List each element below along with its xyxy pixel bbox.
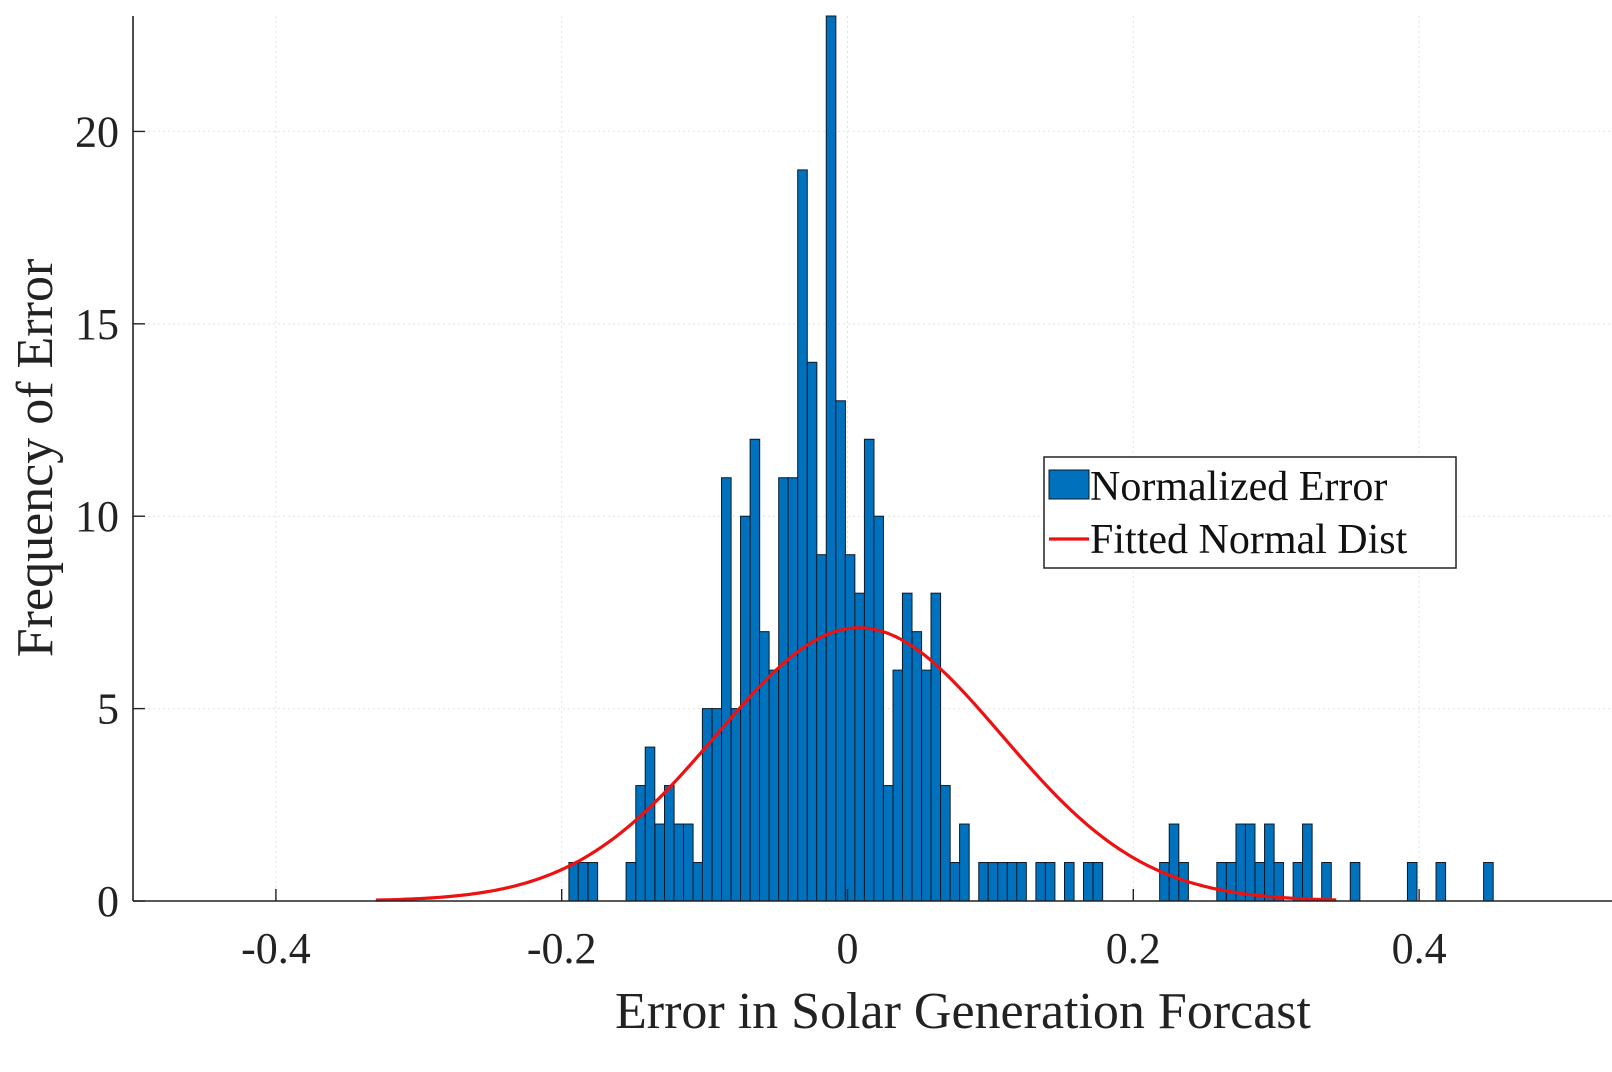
histogram-bar [1435,862,1447,902]
histogram-bar [740,515,751,902]
histogram-bar [587,862,599,902]
histogram-bar [921,669,932,902]
histogram-bar [778,477,789,902]
histogram-bar [987,862,999,902]
histogram-bar [997,862,1008,902]
y-gridlines [133,130,1612,710]
histogram-bar [1292,862,1304,902]
histogram-bar [797,169,808,902]
x-tick-label: 0 [836,924,858,973]
histogram-bar [692,862,704,902]
histogram-bar [978,862,989,902]
histogram-bar [1349,862,1361,902]
x-axis-ticks: -0.4 -0.2 0 0.2 0.4 [241,889,1447,973]
y-tick-label: 5 [97,685,119,734]
legend-swatch-bar [1048,469,1090,500]
histogram-bar [1082,862,1094,902]
histogram-bar [1273,862,1285,902]
histogram-bar [664,785,675,902]
histogram-bar [635,785,646,902]
histogram-bar [568,862,579,902]
x-tick-label: -0.4 [241,924,311,973]
legend-label-normalized-error: Normalized Error [1090,464,1387,510]
y-axis-title: Frequency of Error [7,259,64,658]
histogram-bar [1264,823,1275,902]
histogram-bar [787,477,799,902]
histogram-bar [882,785,894,902]
histogram-bar [1016,862,1027,902]
x-tick-label: -0.2 [527,924,597,973]
axes [132,16,1612,902]
fitted-normal-curve [375,626,1337,902]
histogram-bar [654,823,666,902]
x-axis-title: Error in Solar Generation Forcast [615,983,1312,1040]
histogram-bar [806,361,818,902]
y-axis-ticks: 0 5 10 15 20 [75,107,145,926]
histogram-bar [577,862,589,902]
histogram-bar [1321,862,1332,902]
histogram-bar [768,669,780,902]
histogram-bar [1044,862,1056,902]
histogram-bar [1225,862,1237,902]
histogram-bar [844,554,856,902]
histogram-bar [930,592,942,902]
histogram-bar [892,669,904,902]
histogram-bar [625,862,637,902]
histogram-bar [1235,823,1247,902]
histogram-bar [673,823,685,902]
histogram-bar [1035,862,1046,902]
histogram-bar [1406,862,1418,902]
histogram-bar [911,631,923,902]
histogram-bar [759,631,770,902]
histogram-bar [863,438,875,902]
histogram-bar [1216,862,1227,902]
histogram-bar [749,438,761,902]
legend-label-fitted-normal: Fitted Normal Dist [1090,517,1408,563]
histogram-bar [1168,823,1180,902]
histogram-bar [721,477,732,902]
histogram-bar [825,15,837,902]
histogram-bar [873,515,884,902]
histogram-bar [1302,823,1313,902]
histogram-bar [730,708,742,902]
histogram-bar [816,554,827,902]
x-tick-label: 0.4 [1392,924,1447,973]
x-tick-label: 0.2 [1106,924,1161,973]
histogram-bar [1092,862,1104,902]
histogram-bar [959,823,970,902]
histogram-bar [940,785,951,902]
histogram-bar [683,823,694,902]
histogram-bar [644,746,656,902]
histogram-bar [1244,823,1256,902]
histogram-bar [1063,862,1075,902]
histogram-bar [1006,862,1018,902]
histogram-bar [949,862,961,902]
histogram-bar [854,592,865,902]
legend: Normalized Error Fitted Normal Dist [1043,456,1457,569]
histogram-bar [1483,862,1494,902]
y-tick-label: 15 [75,300,119,349]
legend-box [1043,456,1457,569]
y-tick-label: 10 [75,492,119,541]
histogram-bar [1159,862,1170,902]
histogram-bar [701,708,713,902]
y-tick-label: 0 [97,877,119,926]
y-tick-label: 20 [75,107,119,156]
histogram-bar [835,400,846,902]
